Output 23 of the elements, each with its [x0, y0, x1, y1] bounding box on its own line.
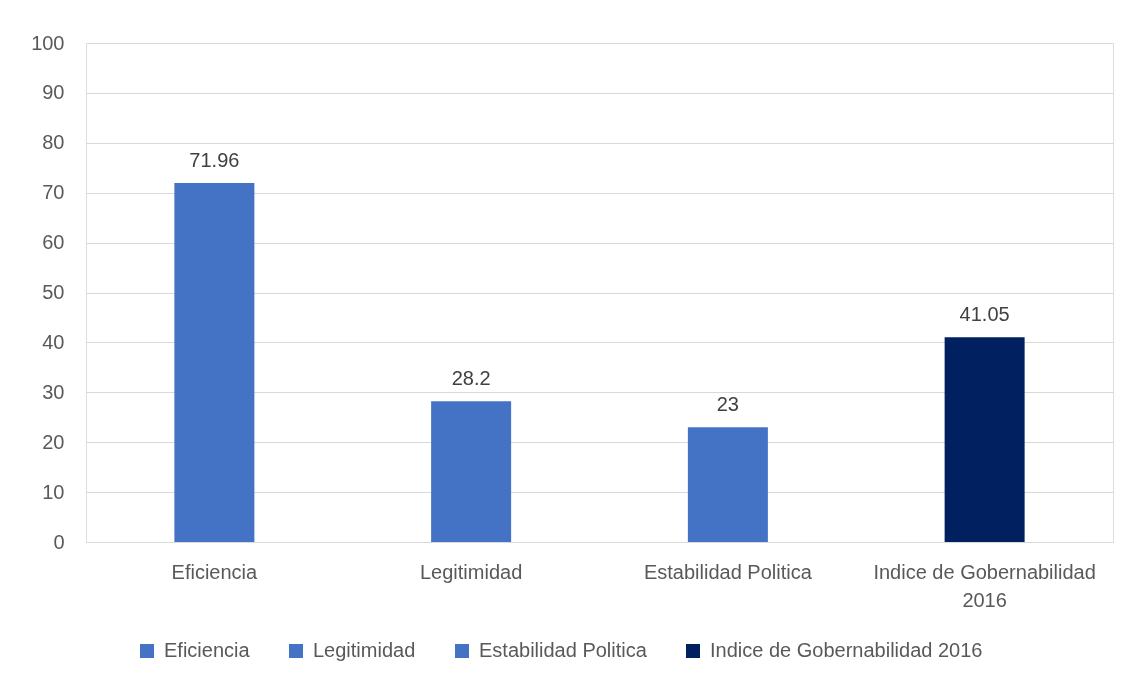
legend-label: Eficiencia [164, 639, 251, 661]
x-tick-label: Estabilidad Politica [643, 560, 813, 583]
y-tick-label: 100 [31, 31, 65, 54]
y-tick-label: 90 [42, 81, 65, 104]
x-tick-label: Eficiencia [171, 560, 259, 583]
data-label: 28.2 [451, 367, 491, 390]
y-tick-label: 0 [53, 530, 65, 553]
y-tick-label: 50 [42, 281, 65, 303]
x-tick-label: Indice de Gobernabilidad 2016 [873, 560, 1096, 611]
data-label: 71.96 [189, 148, 240, 171]
y-tick-label: 60 [42, 231, 65, 254]
legend-label: Indice de Gobernabilidad 2016 [710, 639, 983, 661]
data-label: 23 [716, 393, 739, 416]
legend-label: Legitimidad [313, 639, 416, 661]
y-tick-label: 80 [42, 131, 65, 154]
y-tick-label: 40 [42, 330, 65, 353]
y-tick-label: 70 [42, 181, 65, 204]
data-label: 41.05 [959, 303, 1010, 326]
y-tick-label: 20 [42, 430, 65, 453]
x-tick-label: Legitimidad [419, 560, 523, 583]
y-tick-label: 30 [42, 380, 65, 403]
legend-label: Estabilidad Politica [479, 639, 648, 661]
y-tick-label: 10 [42, 480, 65, 503]
